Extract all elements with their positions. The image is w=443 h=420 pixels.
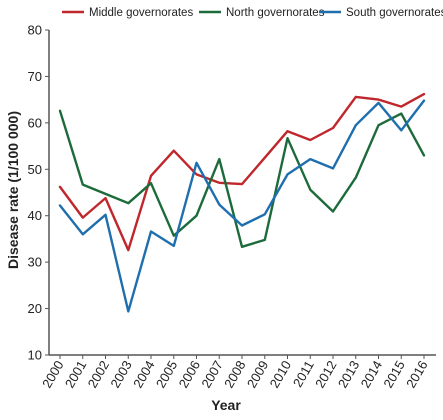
x-tick-label: 2007 [198, 358, 225, 391]
series-lines [58, 92, 426, 313]
y-tick-label: 20 [28, 301, 42, 316]
series-line-2 [58, 109, 426, 249]
legend-label: North governorates [226, 7, 325, 19]
y-tick-label: 10 [28, 348, 42, 363]
x-axis-ticks: 2000200120022003200420052006200720082009… [39, 355, 431, 391]
y-tick-label: 40 [28, 208, 42, 223]
x-tick-label: 2010 [267, 358, 294, 391]
x-tick-label: 2006 [176, 358, 203, 391]
series-line-3 [58, 99, 426, 313]
x-axis-title: Year [211, 397, 241, 413]
y-axis-ticks: 10 20 30 40 50 60 70 80 [28, 23, 49, 363]
x-tick-label: 2003 [107, 358, 134, 391]
legend-label: South governorates [346, 7, 443, 19]
x-tick-label: 2001 [62, 358, 89, 391]
x-tick-label: 2009 [244, 358, 271, 391]
x-tick-label: 2008 [221, 358, 248, 391]
y-axis-title: Disease rate (1/100 000) [5, 111, 21, 269]
y-tick-label: 70 [28, 69, 42, 84]
legend: Middle governorates North governorates Sou… [62, 7, 443, 19]
x-tick-label: 2013 [335, 358, 362, 391]
series-line-1 [58, 92, 426, 252]
x-tick-label: 2005 [153, 358, 180, 391]
x-tick-label: 2015 [380, 358, 407, 391]
y-tick-label: 30 [28, 255, 42, 270]
y-tick-label: 60 [28, 115, 42, 130]
y-tick-label: 80 [28, 23, 42, 38]
legend-label: Middle governorates [89, 7, 193, 19]
x-tick-label: 2004 [130, 358, 157, 391]
y-tick-label: 50 [28, 162, 42, 177]
x-tick-label: 2012 [312, 358, 339, 391]
x-tick-label: 2000 [39, 358, 66, 391]
x-tick-label: 2014 [358, 358, 385, 391]
x-tick-label: 2016 [403, 358, 430, 391]
x-tick-label: 2011 [290, 358, 317, 390]
x-tick-label: 2002 [85, 358, 112, 391]
